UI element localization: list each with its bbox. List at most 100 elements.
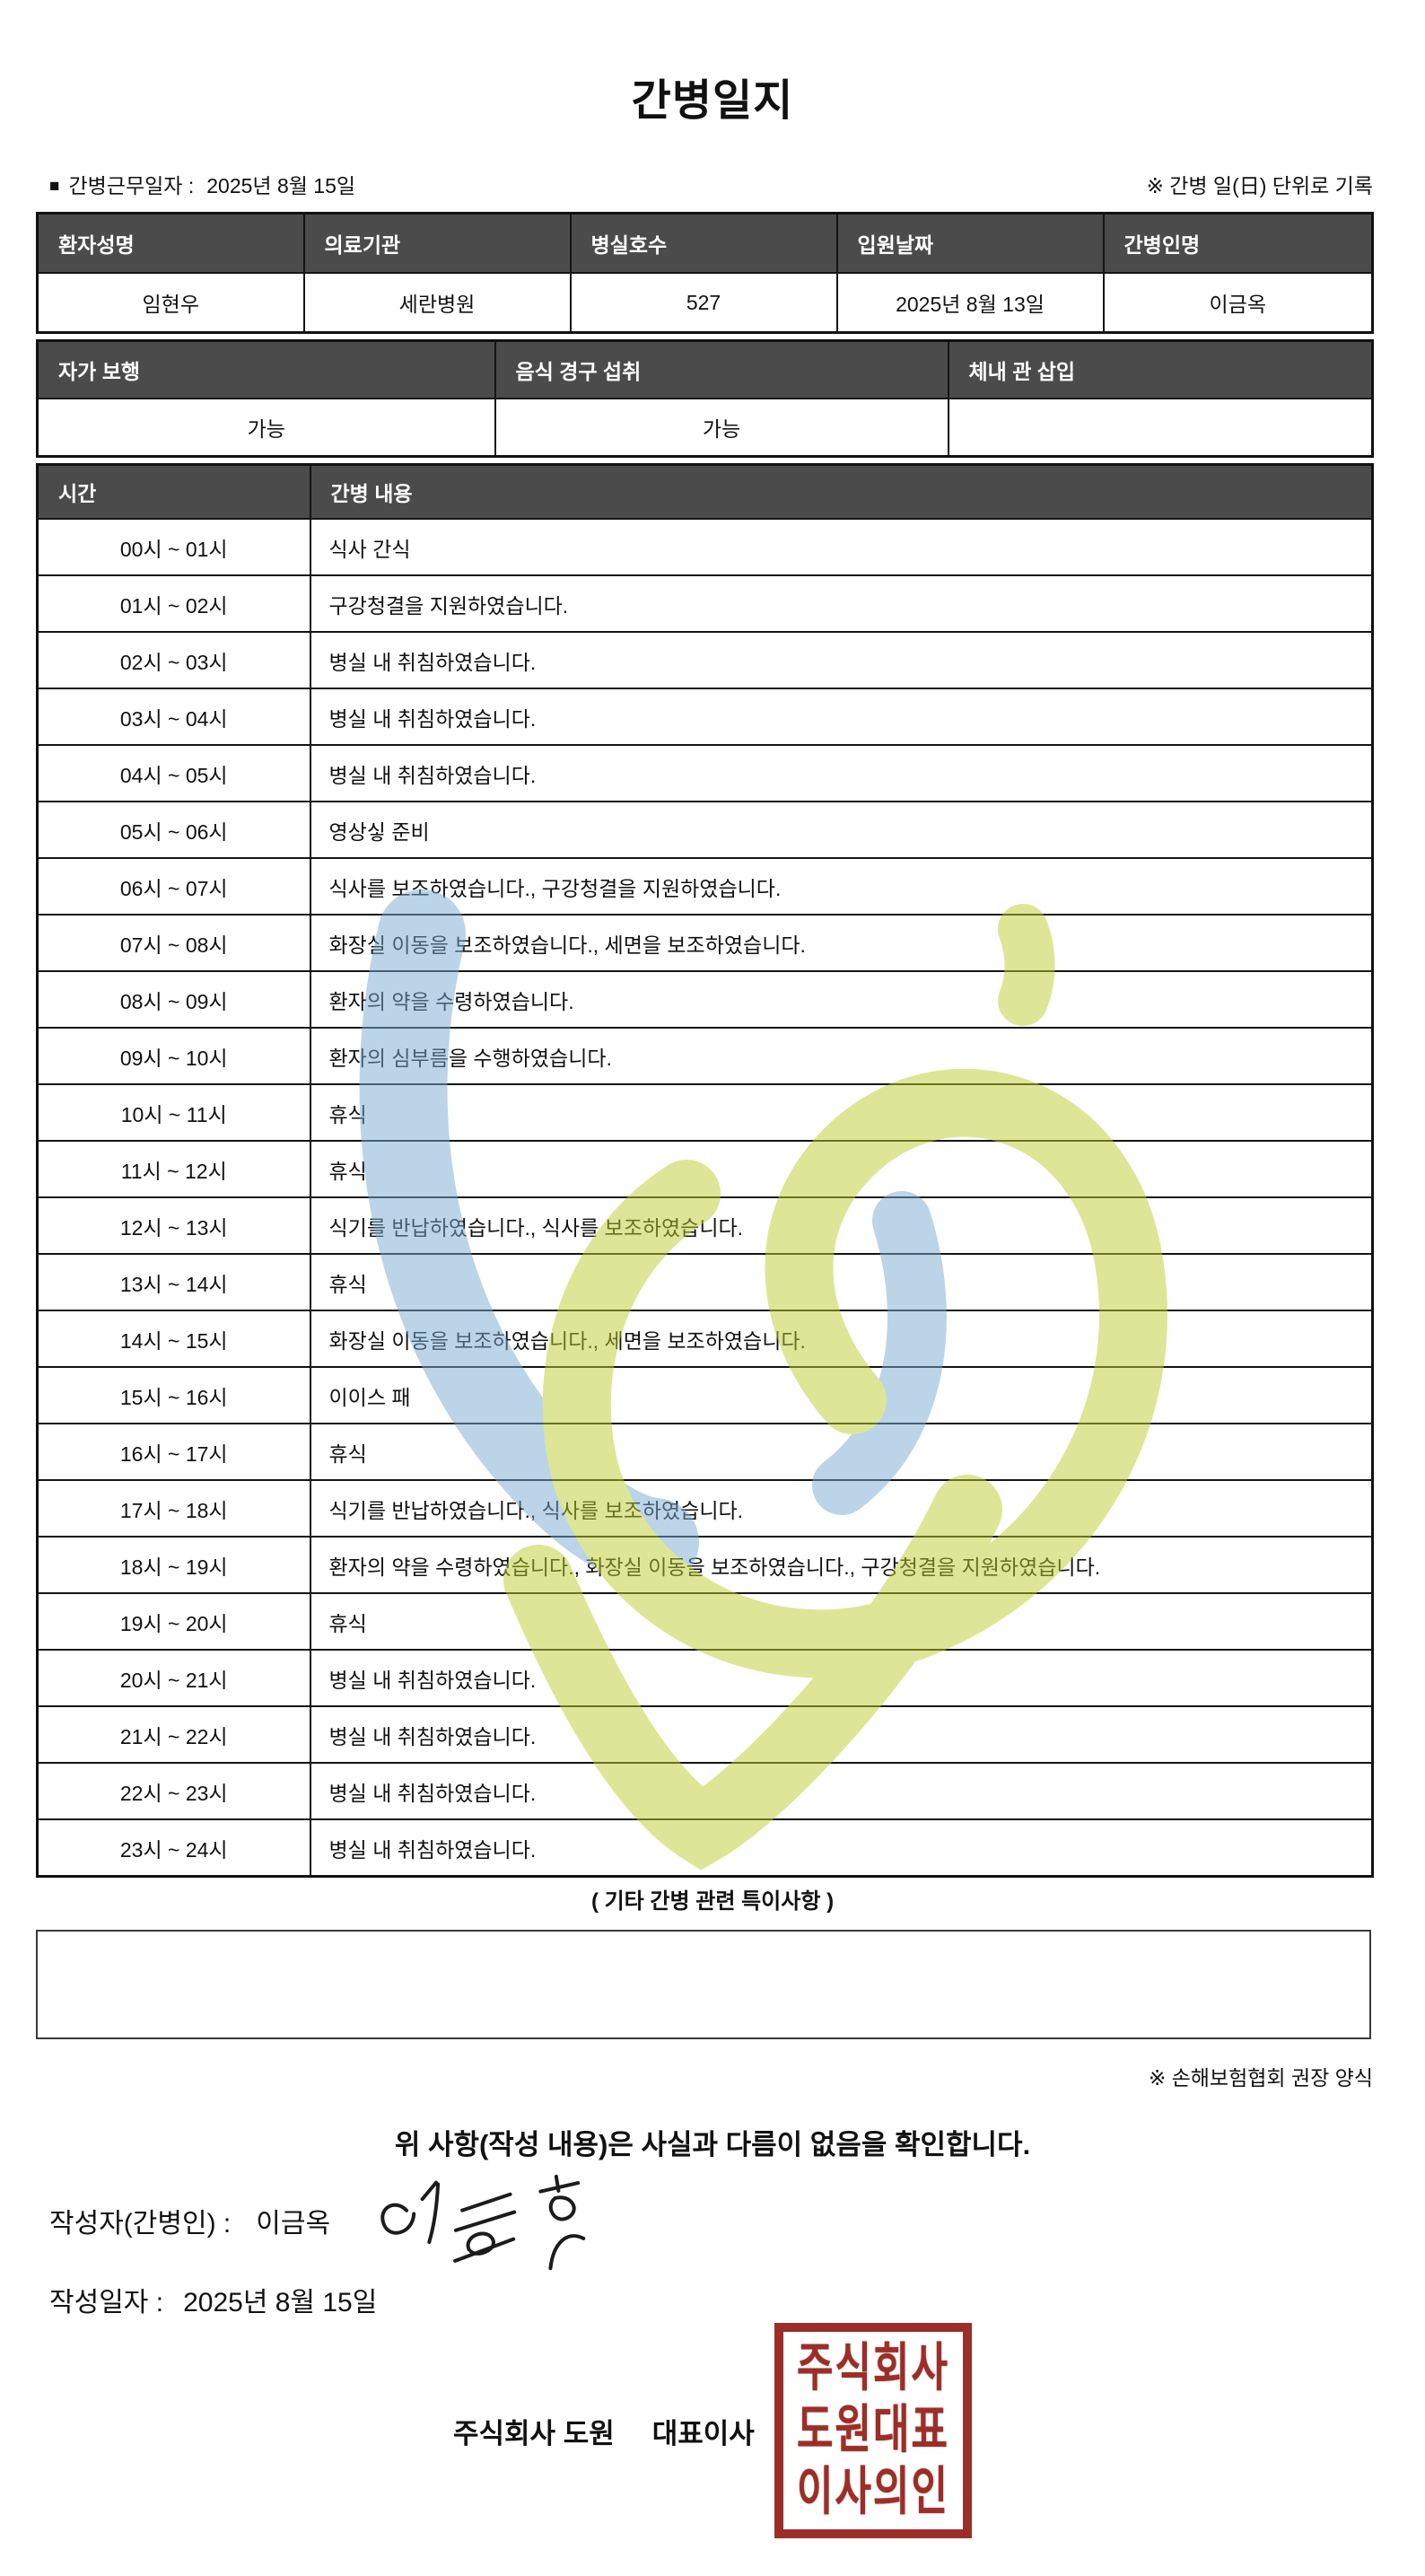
content-cell: 휴식: [309, 1083, 1374, 1142]
time-cell: 03시 ~ 04시: [36, 688, 311, 746]
content-cell: 식기를 반납하였습니다., 식사를 보조하였습니다.: [309, 1196, 1374, 1255]
stamp-line: 도원대표: [797, 2400, 949, 2459]
condition-header-row: 자가 보행 음식 경구 섭취 체내 관 삽입: [36, 339, 1374, 399]
time-cell: 01시 ~ 02시: [36, 574, 311, 633]
value-oral-intake: 가능: [494, 398, 949, 458]
patient-info-value-row: 임현우 세란병원 527 2025년 8월 13일 이금옥: [36, 272, 1374, 334]
time-cell: 06시 ~ 07시: [36, 857, 311, 916]
patient-info-table: 환자성명 의료기관 병실호수 입원날짜 간병인명 임현우 세란병원 527 20…: [36, 212, 1374, 334]
time-cell: 07시 ~ 08시: [36, 914, 311, 972]
value-self-walking: 가능: [36, 398, 496, 458]
table-row: 22시 ~ 23시 병실 내 취침하였습니다.: [36, 1762, 1374, 1820]
header-time: 시간: [36, 463, 311, 520]
square-bullet-icon: ■: [49, 177, 60, 196]
time-cell: 23시 ~ 24시: [36, 1818, 311, 1878]
page-title: 간병일지: [631, 77, 794, 125]
content-cell: 휴식: [309, 1423, 1374, 1481]
table-row: 15시 ~ 16시 이이스 패: [36, 1366, 1374, 1424]
header-oral-intake: 음식 경구 섭취: [494, 339, 949, 399]
content-cell: 화장실 이동을 보조하였습니다., 세면을 보조하였습니다.: [309, 914, 1374, 972]
patient-info-header-row: 환자성명 의료기관 병실호수 입원날짜 간병인명: [36, 212, 1374, 274]
header-room-number: 병실호수: [569, 212, 838, 274]
stamp-line: 주식회사: [797, 2338, 949, 2397]
table-row: 18시 ~ 19시 환자의 약을 수령하였습니다., 화장실 이동을 보조하였습니…: [36, 1536, 1374, 1594]
value-admission-date: 2025년 8월 13일: [835, 272, 1105, 334]
write-date-label: 작성일자 :: [49, 2288, 164, 2318]
content-cell: 구강청결을 지원하였습니다.: [309, 574, 1374, 633]
header-admission-date: 입원날짜: [835, 212, 1105, 274]
time-cell: 04시 ~ 05시: [36, 744, 311, 802]
writer-label: 작성자(간병인) :: [49, 2209, 232, 2239]
time-cell: 11시 ~ 12시: [36, 1140, 311, 1198]
header-patient-name: 환자성명: [36, 212, 305, 274]
table-row: 19시 ~ 20시 휴식: [36, 1592, 1374, 1651]
table-row: 11시 ~ 12시 휴식: [36, 1140, 1374, 1198]
write-date-value: 2025년 8월 15일: [183, 2288, 378, 2318]
time-cell: 08시 ~ 09시: [36, 970, 311, 1029]
condition-value-row: 가능 가능: [36, 398, 1374, 458]
time-cell: 16시 ~ 17시: [36, 1423, 311, 1481]
notes-heading: ( 기타 간병 관련 특이사항 ): [590, 1889, 835, 1914]
ceo-label: 대표이사: [651, 2418, 755, 2449]
unit-note: ※ 간병 일(日) 단위로 기록: [1146, 174, 1373, 197]
content-cell: 환자의 약을 수령하였습니다.: [309, 970, 1374, 1029]
content-cell: 환자의 심부름을 수행하였습니다.: [309, 1027, 1374, 1085]
time-cell: 02시 ~ 03시: [36, 631, 311, 689]
care-log-header-row: 시간 간병 내용: [36, 463, 1374, 520]
handwritten-signature: [380, 2174, 586, 2271]
table-row: 21시 ~ 22시 병실 내 취침하였습니다.: [36, 1705, 1374, 1764]
content-cell: 병실 내 취침하였습니다.: [309, 1762, 1374, 1820]
content-cell: 휴식: [309, 1140, 1374, 1198]
table-row: 05시 ~ 06시 영상싷 준비: [36, 801, 1374, 859]
table-row: 08시 ~ 09시 환자의 약을 수령하였습니다.: [36, 970, 1374, 1029]
corporate-seal-stamp: 주식회사 도원대표 이사의인: [774, 2323, 972, 2538]
content-cell: 병실 내 취침하였습니다.: [309, 1818, 1374, 1878]
header-care-content: 간병 내용: [309, 463, 1374, 520]
time-cell: 19시 ~ 20시: [36, 1592, 311, 1651]
time-cell: 15시 ~ 16시: [36, 1366, 311, 1424]
content-cell: 환자의 약을 수령하였습니다., 화장실 이동을 보조하였습니다., 구강청결을…: [309, 1536, 1374, 1594]
time-cell: 09시 ~ 10시: [36, 1027, 311, 1085]
notes-box[interactable]: [36, 1930, 1371, 2039]
table-row: 12시 ~ 13시 식기를 반납하였습니다., 식사를 보조하였습니다.: [36, 1196, 1374, 1255]
table-row: 03시 ~ 04시 병실 내 취침하였습니다.: [36, 688, 1374, 746]
content-cell: 병실 내 취침하였습니다.: [309, 744, 1374, 802]
time-cell: 12시 ~ 13시: [36, 1196, 311, 1255]
time-cell: 05시 ~ 06시: [36, 801, 311, 859]
header-medical-institution: 의료기관: [302, 212, 572, 274]
writer-line: 작성자(간병인) : 이금옥: [49, 2201, 330, 2240]
time-cell: 17시 ~ 18시: [36, 1479, 311, 1538]
value-internal-tube: [947, 398, 1374, 458]
table-row: 06시 ~ 07시 식사를 보조하였습니다., 구강청결을 지원하였습니다.: [36, 857, 1374, 916]
table-row: 04시 ~ 05시 병실 내 취침하였습니다.: [36, 744, 1374, 802]
table-row: 01시 ~ 02시 구강청결을 지원하였습니다.: [36, 574, 1374, 633]
content-cell: 화장실 이동을 보조하였습니다., 세면을 보조하였습니다.: [309, 1310, 1374, 1368]
table-row: 17시 ~ 18시 식기를 반납하였습니다., 식사를 보조하였습니다.: [36, 1479, 1374, 1538]
table-row: 00시 ~ 01시 식사 간식: [36, 518, 1374, 576]
company-name: 주식회사 도원: [453, 2418, 615, 2449]
table-row: 02시 ~ 03시 병실 내 취침하였습니다.: [36, 631, 1374, 689]
content-cell: 식사를 보조하였습니다., 구강청결을 지원하였습니다.: [309, 857, 1374, 916]
time-cell: 00시 ~ 01시: [36, 518, 311, 576]
write-date-line: 작성일자 : 2025년 8월 15일: [49, 2280, 377, 2319]
care-log-table: 시간 간병 내용 00시 ~ 01시 식사 간식 01시 ~ 02시 구강청결을 지…: [36, 463, 1374, 1878]
work-date-label: 간병근무일자 :: [68, 174, 195, 197]
table-row: 07시 ~ 08시 화장실 이동을 보조하였습니다., 세면을 보조하였습니다.: [36, 914, 1374, 972]
content-cell: 영상싷 준비: [309, 801, 1374, 859]
time-cell: 21시 ~ 22시: [36, 1705, 311, 1764]
time-cell: 13시 ~ 14시: [36, 1253, 311, 1311]
confirmation-statement: 위 사항(작성 내용)은 사실과 다름이 없음을 확인합니다.: [394, 2129, 1031, 2160]
header-caregiver-name: 간병인명: [1102, 212, 1374, 274]
work-date-line: ■ 간병근무일자 : 2025년 8월 15일: [49, 169, 355, 199]
condition-table: 자가 보행 음식 경구 섭취 체내 관 삽입 가능 가능: [36, 339, 1374, 458]
table-row: 20시 ~ 21시 병실 내 취침하였습니다.: [36, 1649, 1374, 1707]
content-cell: 병실 내 취침하였습니다.: [309, 631, 1374, 689]
time-cell: 18시 ~ 19시: [36, 1536, 311, 1594]
table-row: 13시 ~ 14시 휴식: [36, 1253, 1374, 1311]
content-cell: 병실 내 취침하였습니다.: [309, 1649, 1374, 1707]
time-cell: 14시 ~ 15시: [36, 1310, 311, 1368]
content-cell: 휴식: [309, 1592, 1374, 1651]
value-patient-name: 임현우: [36, 272, 305, 334]
table-row: 10시 ~ 11시 휴식: [36, 1083, 1374, 1142]
